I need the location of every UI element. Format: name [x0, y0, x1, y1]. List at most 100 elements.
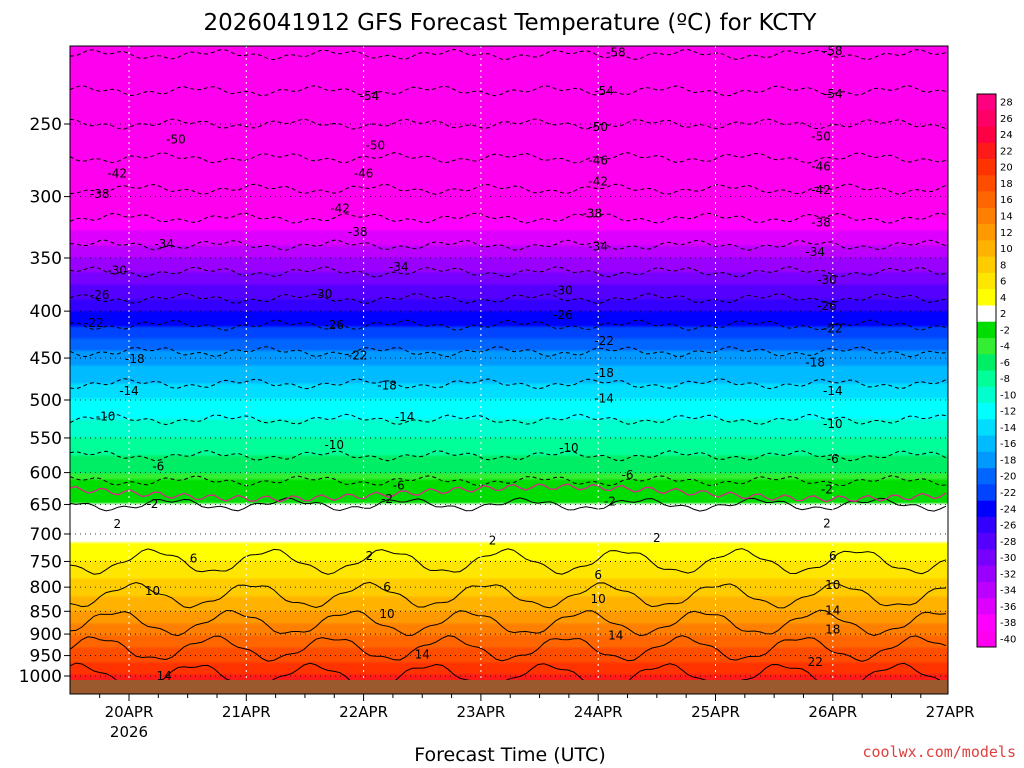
colorbar-swatch: [977, 289, 996, 306]
x-tick-label: 20APR: [105, 703, 154, 721]
contour-label: -38: [811, 215, 831, 229]
colorbar-swatch: [977, 614, 996, 632]
contour-label: -22: [823, 322, 843, 336]
colorbar-label: 26: [1000, 114, 1013, 125]
x-tick-label: 26APR: [808, 703, 857, 721]
x-tick-label: 21APR: [222, 703, 271, 721]
contour-label: -54: [594, 84, 614, 98]
colorbar: 28 26 24 22 20 18 16 14 12 10 8 6 4 2 -2 -4 -6 -8 -10 -12 -1…: [976, 93, 1016, 648]
colorbar-swatch: [977, 581, 996, 599]
colorbar-swatch: [977, 533, 996, 550]
contour-line: [70, 85, 947, 97]
contour-line: [70, 319, 947, 331]
colorbar-swatch: [977, 159, 996, 176]
contour-label: -50: [366, 139, 386, 153]
colorbar-swatch: [977, 516, 996, 534]
contour-label: 6: [190, 551, 198, 565]
colorbar-label: -24: [1000, 504, 1016, 515]
x-tick-label: 23APR: [456, 703, 505, 721]
colorbar-label: -18: [1000, 456, 1016, 467]
contour-label: -38: [348, 225, 368, 239]
contour-line: [70, 48, 947, 61]
contour-label: -34: [154, 237, 174, 251]
colorbar-label: 8: [1000, 260, 1006, 271]
contour-line: [70, 118, 947, 130]
colorbar-swatch: [977, 354, 996, 371]
credit-link[interactable]: coolwx.com/models: [862, 743, 1016, 761]
contour-label: -30: [107, 263, 127, 277]
contour-label: -6: [393, 479, 405, 493]
plot-frame: [69, 45, 949, 695]
contour-label: 6: [829, 549, 837, 563]
y-tick-label: 750: [30, 552, 62, 572]
colorbar-swatch: [977, 240, 996, 257]
contour-line: [70, 548, 947, 575]
colorbar-label: -22: [1000, 488, 1016, 499]
colorbar-swatch: [977, 321, 996, 339]
colorbar-swatch: [977, 451, 996, 469]
grid-layer: [70, 46, 948, 694]
contour-line: [70, 346, 947, 358]
freezing-line: [70, 483, 947, 503]
contour-label: -30: [817, 273, 837, 287]
contour-label: 10: [379, 607, 394, 621]
colorbar-label: 2: [1000, 309, 1006, 320]
contour-label: -10: [96, 409, 116, 423]
temperature-field: [70, 46, 948, 694]
y-tick-label: 800: [30, 578, 62, 598]
colorbar-swatch: [977, 630, 996, 648]
colorbar-label: -38: [1000, 618, 1016, 629]
colorbar-label: -8: [1000, 374, 1010, 385]
contour-label: -46: [354, 166, 374, 180]
y-tick-label: 700: [30, 525, 62, 545]
contour-label: -38: [583, 206, 603, 220]
colorbar-label: -32: [1000, 569, 1016, 580]
colorbar-label: -14: [1000, 423, 1016, 434]
contour-label: 6: [383, 580, 391, 594]
contour-label: -14: [395, 410, 415, 424]
colorbar-label: 10: [1000, 244, 1013, 255]
contour-label: -18: [125, 352, 145, 366]
contour-line: [70, 266, 947, 278]
contour-label: -46: [811, 159, 831, 173]
contour-label: -22: [84, 316, 104, 330]
contour-label: 2: [823, 517, 831, 531]
colorbar-label: -34: [1000, 586, 1016, 597]
contour-label: -54: [360, 89, 380, 103]
colorbar-label: 24: [1000, 130, 1013, 141]
contour-label: -34: [389, 260, 409, 274]
colorbar-swatch: [977, 142, 996, 160]
y-tick-label: 1000: [19, 667, 62, 687]
contour-label: -34: [588, 239, 608, 253]
chart-title: 2026041912 GFS Forecast Temperature (ºC)…: [204, 10, 818, 36]
contour-label: -18: [377, 378, 397, 392]
x-tick-label: 24APR: [574, 703, 623, 721]
contour-label: -30: [313, 287, 333, 301]
contour-label: -6: [827, 452, 839, 466]
contour-label: -50: [811, 130, 831, 144]
contour-label: -10: [324, 438, 344, 452]
contour-line: [70, 183, 947, 195]
contour-label: -22: [594, 334, 614, 348]
colorbar-swatch: [977, 305, 996, 322]
contour-label: 14: [825, 603, 840, 617]
x-tick-label: 25APR: [691, 703, 740, 721]
colorbar-swatch: [977, 337, 996, 355]
contour-line: [70, 609, 947, 637]
colorbar-label: 18: [1000, 179, 1013, 190]
x-tick-label: 22APR: [339, 703, 388, 721]
colorbar-swatch: [977, 370, 996, 388]
colorbar-label: 14: [1000, 212, 1013, 223]
contour-label: 10: [145, 584, 160, 598]
colorbar-label: -26: [1000, 521, 1016, 532]
contour-line: [70, 450, 947, 462]
contour-line: [70, 413, 947, 426]
colorbar-swatch: [977, 500, 996, 518]
colorbar-swatch: [977, 468, 996, 485]
x-axis-year-label: 2026: [110, 723, 148, 741]
y-tick-label: 650: [30, 495, 62, 515]
colorbar-label: -40: [1000, 634, 1016, 645]
contour-line: [70, 378, 947, 390]
contour-label: 2: [489, 534, 497, 548]
contour-label: -14: [823, 384, 843, 398]
